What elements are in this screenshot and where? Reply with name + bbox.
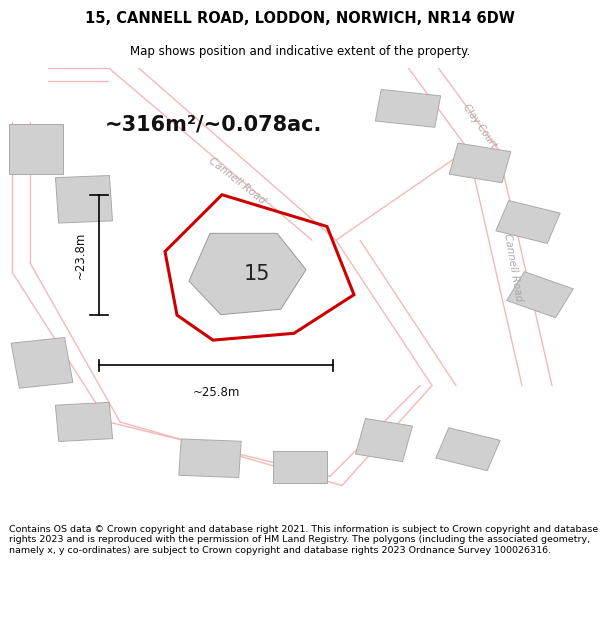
Polygon shape	[506, 272, 574, 318]
Text: 15, CANNELL ROAD, LODDON, NORWICH, NR14 6DW: 15, CANNELL ROAD, LODDON, NORWICH, NR14 …	[85, 11, 515, 26]
Polygon shape	[449, 143, 511, 182]
Polygon shape	[376, 89, 440, 127]
Polygon shape	[189, 233, 306, 314]
Text: Cannell Road: Cannell Road	[502, 232, 524, 302]
Text: Map shows position and indicative extent of the property.: Map shows position and indicative extent…	[130, 45, 470, 58]
Text: Cannell Road: Cannell Road	[207, 156, 267, 206]
Text: 15: 15	[244, 264, 270, 284]
Polygon shape	[11, 338, 73, 388]
Text: ~23.8m: ~23.8m	[74, 231, 87, 279]
Polygon shape	[55, 176, 113, 223]
Polygon shape	[55, 402, 113, 441]
Polygon shape	[496, 201, 560, 243]
Text: Clay Court: Clay Court	[461, 102, 499, 151]
Polygon shape	[436, 428, 500, 471]
Text: ~316m²/~0.078ac.: ~316m²/~0.078ac.	[105, 114, 322, 134]
Polygon shape	[9, 124, 63, 174]
Polygon shape	[273, 451, 327, 483]
Text: ~25.8m: ~25.8m	[193, 386, 239, 399]
Polygon shape	[356, 419, 412, 462]
Polygon shape	[179, 439, 241, 478]
Text: Contains OS data © Crown copyright and database right 2021. This information is : Contains OS data © Crown copyright and d…	[9, 525, 598, 555]
